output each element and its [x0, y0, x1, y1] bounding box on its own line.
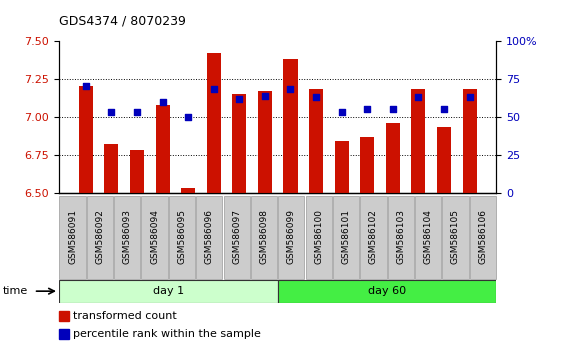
- Text: GSM586094: GSM586094: [150, 209, 159, 264]
- FancyBboxPatch shape: [169, 195, 195, 279]
- Text: GSM586102: GSM586102: [369, 209, 378, 264]
- Bar: [386, 123, 400, 193]
- FancyBboxPatch shape: [223, 195, 250, 279]
- Bar: [104, 144, 118, 193]
- Text: GSM586091: GSM586091: [68, 209, 77, 264]
- Text: day 1: day 1: [153, 286, 184, 296]
- Text: percentile rank within the sample: percentile rank within the sample: [73, 329, 261, 339]
- Bar: [59, 280, 278, 303]
- Text: day 60: day 60: [368, 286, 406, 296]
- FancyBboxPatch shape: [442, 195, 468, 279]
- Bar: [232, 94, 246, 193]
- Bar: [278, 280, 496, 303]
- Text: GSM586096: GSM586096: [205, 209, 214, 264]
- Text: GSM586105: GSM586105: [451, 209, 460, 264]
- FancyBboxPatch shape: [59, 195, 86, 279]
- Point: [107, 109, 116, 115]
- Text: GSM586095: GSM586095: [177, 209, 186, 264]
- Bar: [462, 90, 477, 193]
- Point: [209, 87, 218, 92]
- FancyBboxPatch shape: [415, 195, 442, 279]
- Text: GSM586100: GSM586100: [314, 209, 323, 264]
- FancyBboxPatch shape: [87, 195, 113, 279]
- FancyBboxPatch shape: [333, 195, 359, 279]
- Bar: [130, 150, 144, 193]
- FancyBboxPatch shape: [278, 195, 305, 279]
- Bar: [437, 127, 451, 193]
- Point: [439, 106, 448, 112]
- Bar: [258, 91, 272, 193]
- FancyBboxPatch shape: [306, 195, 332, 279]
- Point: [158, 99, 167, 104]
- Text: GSM586097: GSM586097: [232, 209, 241, 264]
- Bar: [155, 105, 169, 193]
- Text: transformed count: transformed count: [73, 311, 177, 321]
- Bar: [79, 86, 93, 193]
- Text: GDS4374 / 8070239: GDS4374 / 8070239: [59, 14, 186, 27]
- Point: [337, 109, 346, 115]
- FancyBboxPatch shape: [470, 195, 496, 279]
- Bar: [283, 59, 297, 193]
- FancyBboxPatch shape: [141, 195, 168, 279]
- FancyBboxPatch shape: [251, 195, 277, 279]
- Bar: [334, 141, 349, 193]
- Text: GSM586101: GSM586101: [342, 209, 351, 264]
- Bar: [181, 188, 195, 193]
- Bar: [411, 90, 425, 193]
- Text: GSM586103: GSM586103: [396, 209, 405, 264]
- Bar: [360, 137, 374, 193]
- FancyBboxPatch shape: [360, 195, 387, 279]
- Text: GSM586098: GSM586098: [260, 209, 269, 264]
- Point: [388, 106, 397, 112]
- Text: GSM586104: GSM586104: [424, 209, 433, 264]
- Text: GSM586093: GSM586093: [123, 209, 132, 264]
- Text: time: time: [3, 286, 28, 296]
- Text: GSM586106: GSM586106: [479, 209, 488, 264]
- Point: [363, 106, 372, 112]
- FancyBboxPatch shape: [114, 195, 140, 279]
- Point: [414, 94, 423, 100]
- Point: [132, 109, 141, 115]
- Point: [260, 93, 269, 98]
- FancyBboxPatch shape: [388, 195, 414, 279]
- Bar: [309, 90, 323, 193]
- Point: [465, 94, 474, 100]
- FancyBboxPatch shape: [196, 195, 223, 279]
- Point: [235, 96, 244, 101]
- Text: GSM586092: GSM586092: [95, 209, 104, 264]
- Bar: [206, 53, 221, 193]
- Point: [286, 87, 295, 92]
- Point: [81, 84, 90, 89]
- Point: [183, 114, 192, 120]
- Text: GSM586099: GSM586099: [287, 209, 296, 264]
- Point: [311, 94, 320, 100]
